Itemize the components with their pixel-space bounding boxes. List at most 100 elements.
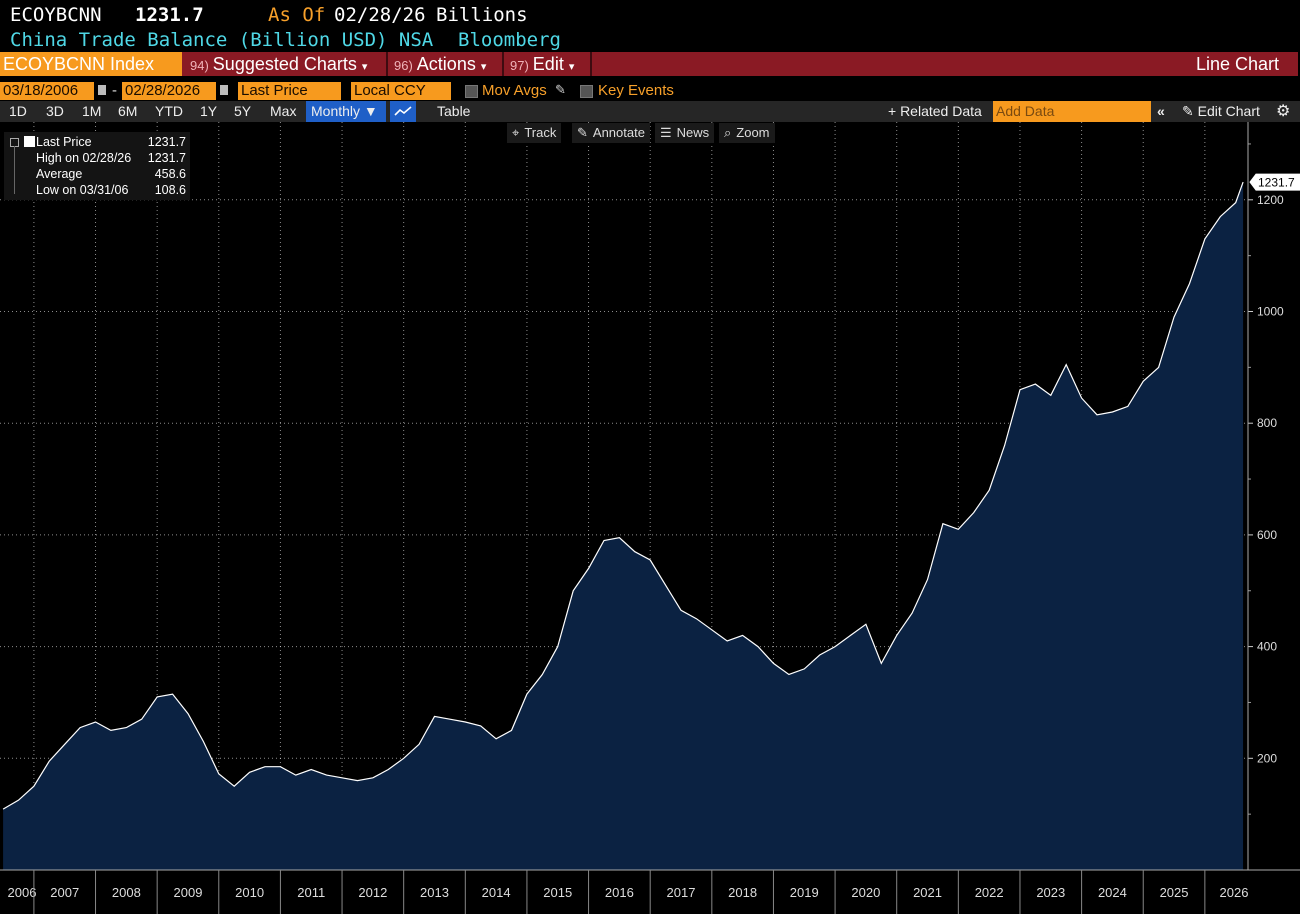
data-point [650,559,651,560]
data-point [496,738,497,739]
ticker: ECOYBCNN [10,4,102,26]
security-field[interactable]: ECOYBCNN Index [0,52,182,76]
collapse-icon[interactable]: « [1157,103,1165,119]
x-tick-label: 2010 [235,885,264,900]
data-point [141,719,142,720]
main-toolbar: ECOYBCNN Index 94) Suggested Charts ▾ 96)… [0,52,1298,76]
zoom-tool[interactable]: ⌕ Zoom [719,123,775,143]
as-of-date: 02/28/26 [334,4,426,26]
currency-select[interactable]: Local CCY [351,82,451,100]
data-point [804,668,805,669]
period-1d[interactable]: 1D [9,103,27,119]
edit-num: 97) [510,58,529,73]
data-point [973,512,974,513]
table-button[interactable]: Table [437,103,471,119]
legend-box: Last Price 1231.7 High on 02/28/26 1231.… [4,132,190,200]
edit-menu[interactable]: 97) Edit ▾ [510,52,574,76]
data-point [788,674,789,675]
data-point [989,490,990,491]
x-tick-label: 2015 [543,885,572,900]
data-point [110,730,111,731]
annotate-tool[interactable]: ✎ Annotate [572,123,650,143]
data-point [881,663,882,664]
frequency-select[interactable]: Monthly ▼ [306,101,386,122]
data-point [203,741,204,742]
edit-chart-button[interactable]: ✎ Edit Chart [1182,101,1260,122]
data-point [927,579,928,580]
actions-num: 96) [394,58,413,73]
data-point [1066,364,1067,365]
period-3d[interactable]: 3D [46,103,64,119]
start-date-input[interactable]: 03/18/2006 [0,82,94,100]
gear-icon[interactable]: ⚙ [1276,103,1291,120]
chart-area[interactable]: 200 400 600 800 1000 1200 2006 2007 2008 2009 2010… [0,122,1300,914]
actions-label: Actions [416,54,476,74]
track-label: Track [519,123,562,143]
x-tick-label: 2022 [975,885,1004,900]
data-point [187,713,188,714]
period-max[interactable]: Max [270,103,297,119]
data-point [757,646,758,647]
calendar-icon[interactable] [220,85,228,95]
suggested-charts-menu[interactable]: 94) Suggested Charts ▾ [190,52,367,76]
actions-menu[interactable]: 96) Actions ▾ [394,52,486,76]
period-1y[interactable]: 1Y [200,103,218,119]
data-point [727,640,728,641]
data-point [1019,389,1020,390]
period-6m[interactable]: 6M [118,103,138,119]
data-point [480,725,481,726]
mov-avgs-checkbox[interactable] [465,85,478,98]
x-tick-label: 2025 [1160,885,1189,900]
data-point [357,780,358,781]
chevron-down-icon: ▾ [568,61,575,73]
data-point [1112,411,1113,412]
related-data-button[interactable]: + Related Data [888,103,982,119]
last-price: 1231.7 [135,4,204,26]
data-point [403,758,404,759]
data-point [1050,395,1051,396]
data-point [1081,397,1082,398]
data-point [372,777,373,778]
period-5y[interactable]: 5Y [234,103,252,119]
period-ytd[interactable]: YTD [155,103,183,119]
chart-type-label[interactable]: Line Chart [1196,54,1280,74]
data-point [218,773,219,774]
track-tool[interactable]: ⌖ Track [507,123,562,143]
field-select[interactable]: Last Price [238,82,341,100]
add-data-input[interactable]: Add Data [993,101,1151,122]
calendar-icon[interactable] [98,85,106,95]
data-point [49,760,50,761]
data-point [234,786,235,787]
last-value-label: 1231.7 [1258,176,1295,190]
data-point [388,769,389,770]
last-value-tag [1249,173,1300,191]
period-1m[interactable]: 1M [82,103,102,119]
mov-avgs-label: Mov Avgs [482,82,547,99]
data-point [1096,414,1097,415]
series-line [2,181,1244,810]
data-point [80,727,81,728]
news-tool[interactable]: ☰ News [655,123,715,143]
data-point [341,777,342,778]
data-point [742,635,743,636]
data-point [696,618,697,619]
pencil-icon[interactable]: ✎ [555,82,566,97]
legend-label: Low on 03/31/06 [36,183,129,197]
y-tick-label: 800 [1257,416,1277,430]
line-chart-icon[interactable] [390,101,416,122]
data-point [1220,216,1221,217]
chevron-down-icon: ▾ [480,61,487,73]
data-point [526,693,527,694]
data-point [18,800,19,801]
legend-value: 1231.7 [147,135,186,149]
end-date-input[interactable]: 02/28/2026 [122,82,216,100]
data-point [449,719,450,720]
key-events-checkbox[interactable] [580,85,593,98]
x-tick-label: 2020 [851,885,880,900]
data-point [912,612,913,613]
x-tick-label: 2026 [1220,885,1249,900]
x-tick-label: 2008 [112,885,141,900]
y-tick-label: 1000 [1257,305,1284,319]
data-point [2,809,3,810]
data-point [33,786,34,787]
